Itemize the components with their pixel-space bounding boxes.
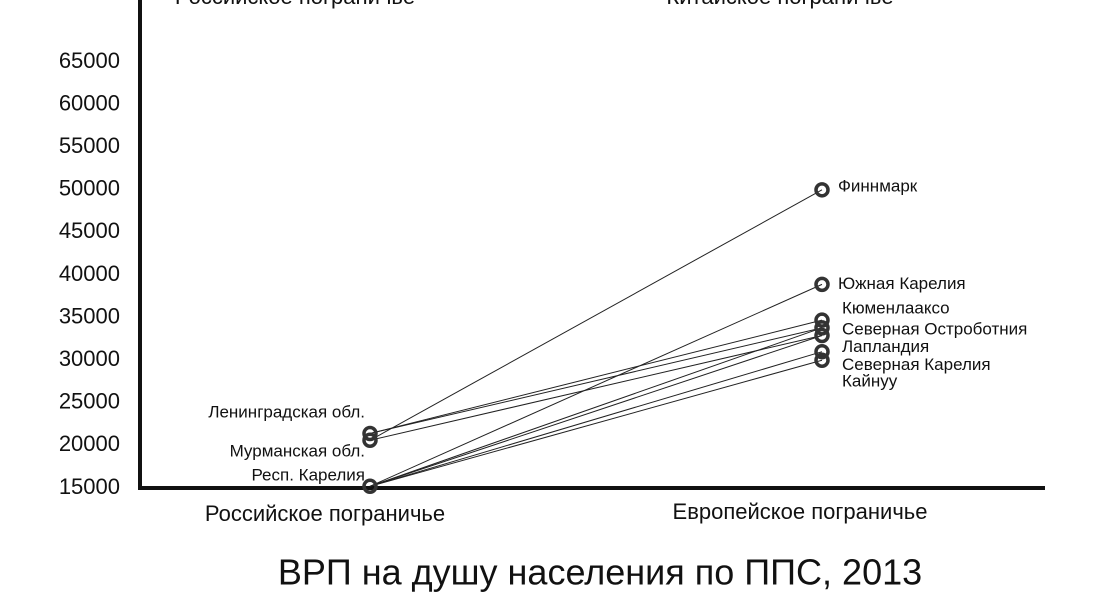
x-category: Российское пограничье xyxy=(205,501,445,526)
y-tick-label: 30000 xyxy=(59,346,120,371)
point xyxy=(362,432,378,449)
y-tick-label: 15000 xyxy=(59,474,120,499)
y-tick-label: 20000 xyxy=(59,431,120,456)
link xyxy=(369,327,823,434)
y-tick-label: 35000 xyxy=(59,303,120,328)
region-label: Кюменлааксо xyxy=(842,299,950,318)
region-label: Северная Карелия xyxy=(842,355,991,374)
link xyxy=(369,327,823,487)
point xyxy=(814,276,830,293)
region-label: Мурманская обл. xyxy=(230,441,365,460)
point xyxy=(814,327,830,344)
y-tick-label: 45000 xyxy=(59,218,120,243)
region-label: Лапландия xyxy=(842,337,929,356)
y-tick-label: 60000 xyxy=(59,90,120,115)
link xyxy=(369,335,823,487)
region-label: Северная Остроботния xyxy=(842,319,1027,338)
point xyxy=(814,343,830,360)
region-label: Ленинградская обл. xyxy=(208,402,365,421)
y-tick-label: 55000 xyxy=(59,133,120,158)
region-label: Респ. Карелия xyxy=(251,465,365,484)
link xyxy=(369,189,823,441)
region-label: Южная Карелия xyxy=(838,274,966,293)
y-tick-label: 50000 xyxy=(59,176,120,201)
point xyxy=(362,478,378,495)
y-tick-label: 65000 xyxy=(59,48,120,73)
link xyxy=(369,319,823,434)
header-label: Российское пограничье xyxy=(175,0,415,9)
link xyxy=(369,351,823,487)
link xyxy=(369,283,823,487)
x-category: Европейское пограничье xyxy=(673,499,928,524)
point xyxy=(814,182,830,198)
point xyxy=(814,312,830,328)
header-label: Китайское пограничье xyxy=(666,0,893,9)
y-tick-label: 40000 xyxy=(59,261,120,286)
region-label: Финнмарк xyxy=(838,176,918,195)
link xyxy=(369,359,823,487)
point xyxy=(814,320,830,336)
chart-title: ВРП на душу населения по ППС, 2013 xyxy=(278,552,922,593)
region-label: Кайнуу xyxy=(842,372,898,391)
point xyxy=(814,352,830,368)
link xyxy=(369,335,823,441)
point xyxy=(362,425,378,442)
y-tick-label: 25000 xyxy=(59,389,120,414)
